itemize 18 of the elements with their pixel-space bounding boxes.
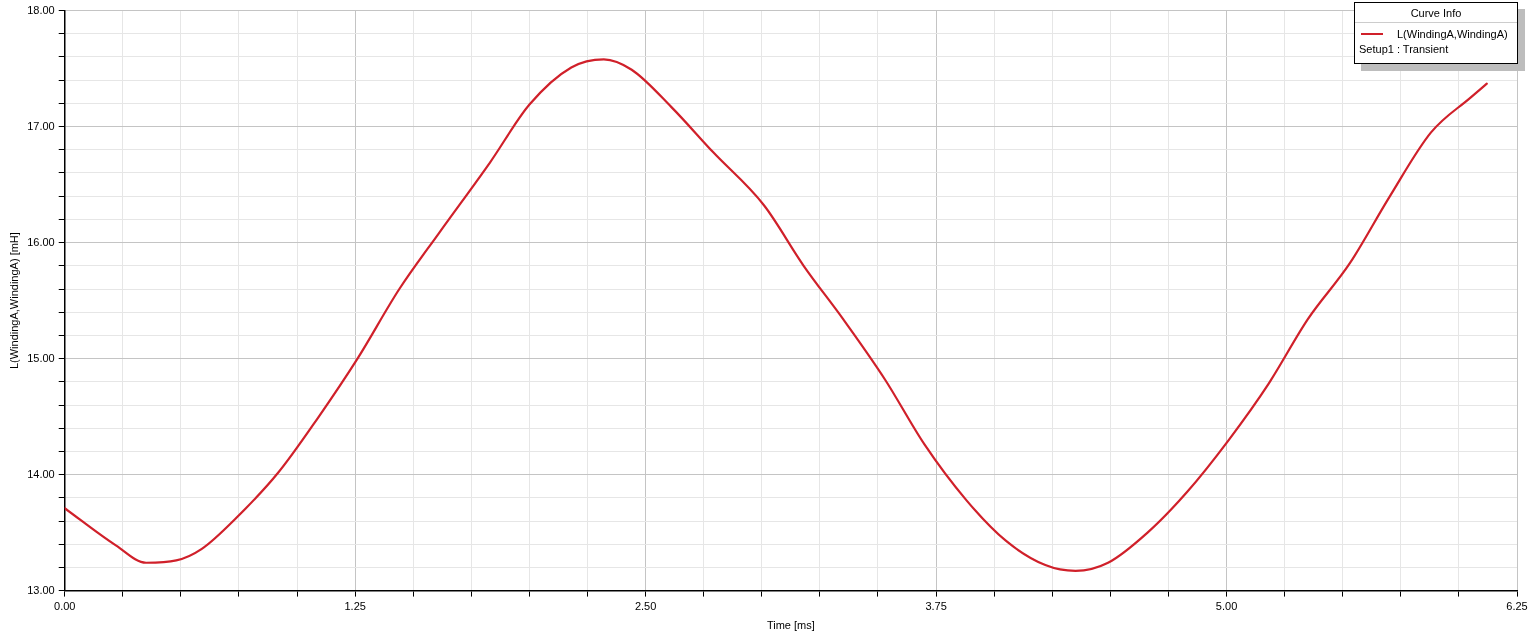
x-tick-label: 0.00 (54, 600, 76, 613)
y-tick-label: 15.00 (27, 351, 55, 364)
x-axis-title: Time [ms] (766, 619, 815, 632)
annotation: Setup1 : Transient (1358, 42, 1450, 57)
x-tick-label: 5.00 (1215, 600, 1238, 613)
line-series (64, 58, 1488, 572)
y-tick-label: 13.00 (27, 583, 55, 596)
y-tick-label: 18.00 (27, 3, 55, 16)
y-tick-label: 16.00 (27, 235, 55, 248)
legend-label: L(WindingA,WindingA) (1397, 28, 1508, 40)
x-tick-label: 3.75 (925, 600, 947, 613)
x-tick-label: 6.25 (1506, 600, 1528, 613)
x-tick-label: 1.25 (344, 600, 366, 613)
y-tick-label: 14.00 (27, 467, 55, 480)
y-tick-label: 17.00 (27, 119, 55, 132)
legend-title: Curve Info (1355, 3, 1517, 23)
x-tick-label: 2.50 (634, 600, 657, 613)
y-axis-title: L(WindingA,WindingA) [mH] (7, 232, 20, 370)
